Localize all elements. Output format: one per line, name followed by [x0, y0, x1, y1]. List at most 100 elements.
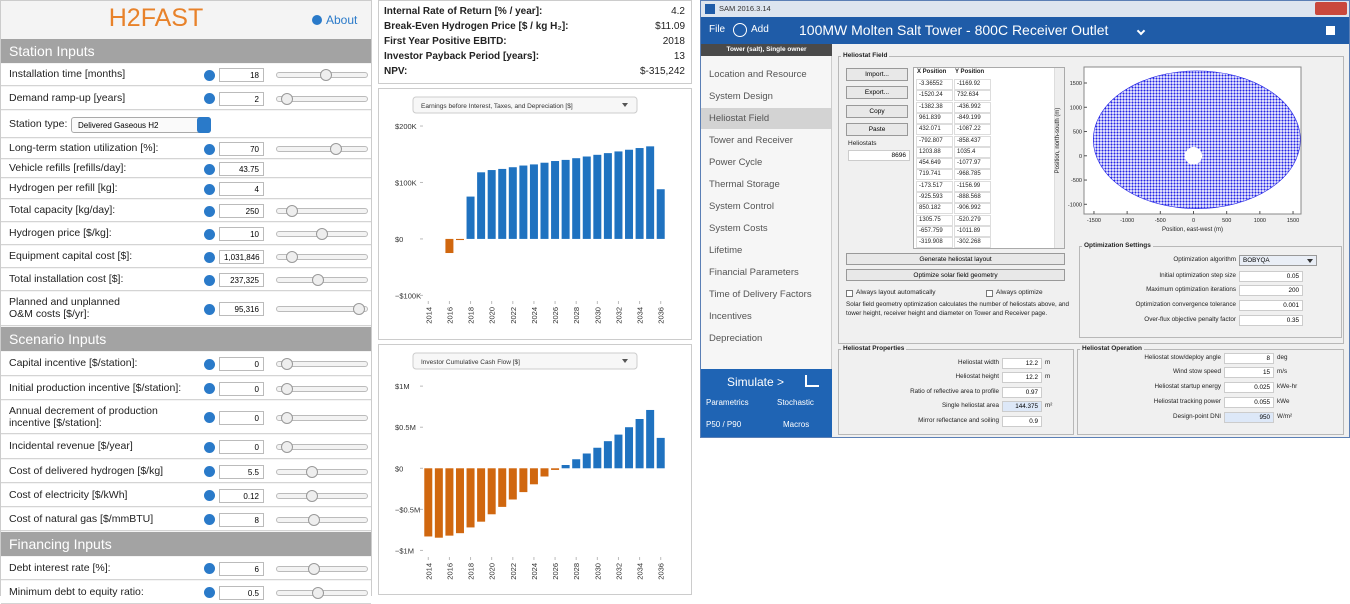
slider-thumb[interactable] [330, 143, 343, 155]
checkbox-label[interactable]: Always layout automatically [856, 289, 936, 296]
setting-value[interactable]: 8 [1224, 353, 1274, 364]
input-box[interactable]: 0 [219, 410, 264, 425]
table-cell[interactable]: 432.071 [916, 124, 953, 136]
table-cell[interactable]: -3.36552 [916, 79, 953, 90]
info-icon[interactable] [204, 587, 215, 598]
select[interactable]: Delivered Gaseous H2 [71, 116, 211, 133]
slider-thumb[interactable] [352, 303, 365, 315]
table-cell[interactable]: -968.785 [954, 169, 991, 181]
table-cell[interactable]: 961.839 [916, 112, 953, 124]
table-cell[interactable]: 732.634 [954, 90, 991, 102]
table-cell[interactable]: 1305.75 [916, 214, 953, 226]
input-box[interactable]: 70 [219, 142, 264, 156]
nav-item[interactable]: Depreciation [709, 333, 763, 344]
button[interactable]: Generate heliostat layout [846, 253, 1065, 265]
sim-link[interactable]: Parametrics [706, 398, 749, 407]
table-cell[interactable]: -1520.24 [916, 90, 953, 102]
slider-thumb[interactable] [280, 92, 293, 105]
info-icon[interactable] [204, 466, 215, 477]
table-cell[interactable]: -319.908 [916, 237, 953, 249]
setting-value[interactable]: 0.025 [1224, 382, 1274, 393]
info-icon[interactable] [204, 274, 215, 286]
table-cell[interactable]: -436.992 [954, 101, 991, 113]
input-box[interactable]: 0 [219, 381, 264, 396]
slider-track[interactable] [276, 146, 368, 152]
input-box[interactable]: 0 [219, 357, 264, 371]
slider-thumb[interactable] [306, 465, 319, 478]
slider-thumb[interactable] [280, 358, 293, 370]
slider-thumb[interactable] [312, 586, 324, 599]
info-icon[interactable] [204, 163, 215, 175]
button[interactable]: Optimize solar field geometry [846, 269, 1065, 281]
input-box[interactable]: 95,316 [219, 302, 264, 316]
slider-thumb[interactable] [280, 441, 293, 453]
checkbox-label[interactable]: Always optimize [996, 289, 1043, 296]
input-box[interactable]: 43.75 [219, 162, 264, 176]
about-icon[interactable] [312, 15, 322, 25]
button[interactable]: Paste [846, 123, 908, 136]
button[interactable]: Import... [846, 68, 908, 81]
table-cell[interactable]: -858.437 [954, 135, 991, 147]
close-button[interactable] [1315, 2, 1347, 15]
table-cell[interactable]: -925.593 [916, 192, 953, 203]
slider-thumb[interactable] [308, 562, 320, 575]
nav-item[interactable]: Time of Delivery Factors [709, 289, 812, 300]
slider-thumb[interactable] [280, 411, 293, 424]
input-box[interactable]: 250 [219, 204, 264, 218]
info-icon[interactable] [204, 69, 215, 81]
info-icon[interactable] [204, 514, 215, 525]
button[interactable]: Export... [846, 86, 908, 99]
input-box[interactable]: 0 [219, 440, 264, 454]
setting-value[interactable]: 0.97 [1002, 387, 1042, 398]
table-cell[interactable]: 719.741 [916, 169, 953, 181]
checkbox[interactable] [846, 290, 853, 297]
info-icon[interactable] [204, 303, 215, 315]
table-cell[interactable]: -1156.99 [954, 180, 991, 192]
nav-item[interactable]: System Costs [709, 223, 768, 234]
table-cell[interactable]: 1035.4 [954, 146, 991, 158]
slider-track[interactable] [276, 468, 368, 475]
nav-item[interactable]: Heliostat Field [701, 108, 831, 129]
setting-value[interactable]: 12.2 [1002, 372, 1042, 383]
info-icon[interactable] [204, 490, 215, 501]
table-cell[interactable]: -520.279 [954, 214, 991, 226]
slider-track[interactable] [276, 492, 368, 499]
input-box[interactable]: 18 [219, 68, 264, 82]
slider-track[interactable] [276, 306, 368, 312]
slider-thumb[interactable] [320, 69, 332, 81]
setting-value[interactable]: 0.05 [1239, 271, 1303, 282]
table-cell[interactable]: -657.759 [916, 225, 953, 237]
slider-track[interactable] [276, 444, 368, 450]
table-cell[interactable]: 1203.88 [916, 146, 953, 158]
nav-item[interactable]: Incentives [709, 311, 752, 322]
table-cell[interactable]: -1011.89 [954, 225, 991, 237]
slider-thumb[interactable] [312, 274, 324, 286]
setting-value[interactable]: 144.375 [1002, 401, 1042, 412]
input-box[interactable]: 2 [219, 91, 264, 106]
nav-item[interactable]: Location and Resource [709, 69, 807, 80]
slider-thumb[interactable] [285, 251, 298, 263]
input-box[interactable]: 0.5 [219, 585, 264, 600]
case-tab[interactable]: 100MW Molten Salt Tower - 800C Receiver … [799, 22, 1109, 38]
add-icon[interactable] [733, 23, 747, 37]
table-cell[interactable]: -849.199 [954, 112, 991, 124]
select[interactable]: BOBYQA [1239, 255, 1317, 266]
about-link[interactable]: About [326, 13, 358, 27]
sim-link[interactable]: Stochastic [777, 398, 814, 407]
input-box[interactable]: 0.12 [219, 488, 264, 503]
slider-thumb[interactable] [316, 228, 328, 240]
setting-value[interactable]: 950 [1224, 412, 1274, 423]
info-icon[interactable] [204, 93, 215, 104]
slider-track[interactable] [276, 95, 368, 102]
info-icon[interactable] [204, 358, 215, 370]
slider-thumb[interactable] [285, 205, 298, 217]
info-icon[interactable] [204, 383, 215, 394]
nav-item[interactable]: Tower and Receiver [709, 135, 793, 146]
checkbox[interactable] [986, 290, 993, 297]
table-cell[interactable]: -1382.38 [916, 101, 953, 113]
table-cell[interactable]: -888.568 [954, 192, 991, 203]
chart-dropdown[interactable] [412, 96, 638, 114]
add-button[interactable]: Add [751, 24, 769, 35]
setting-value[interactable]: 12.2 [1002, 358, 1042, 369]
table-cell[interactable]: -1169.92 [954, 79, 991, 90]
